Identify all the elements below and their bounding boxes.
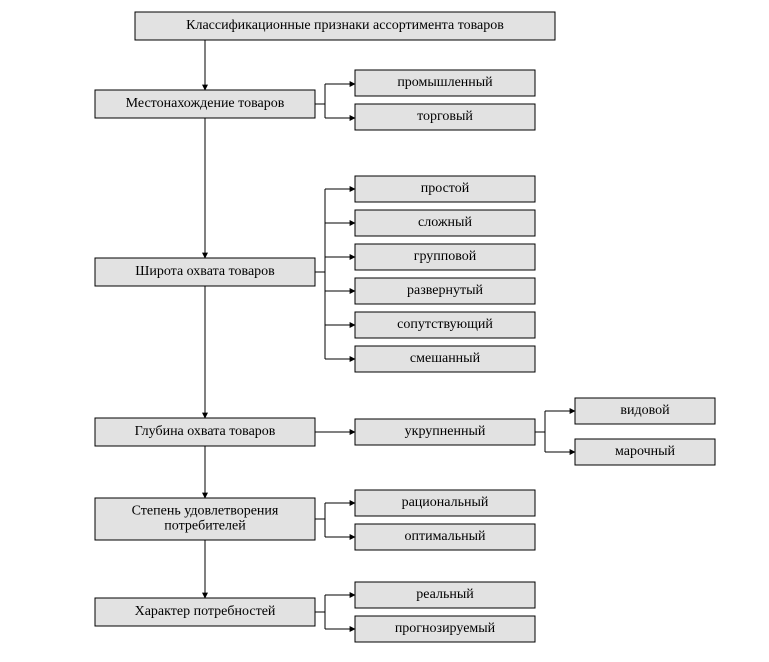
cat-width: Широта охвата товаров [95, 258, 315, 286]
cat-width-label: Широта охвата товаров [135, 264, 275, 279]
cat-satisfaction-label: потребителей [164, 519, 246, 534]
c-aggregated-label: укрупненный [405, 424, 486, 439]
flowchart-canvas: Классификационные признаки ассортимента … [0, 0, 769, 662]
c-expanded: развернутый [355, 278, 535, 304]
cat-depth-label: Глубина охвата товаров [135, 424, 276, 439]
cat-nature-label: Характер потребностей [135, 604, 276, 619]
c-real-label: реальный [416, 587, 474, 602]
c-aggregated: укрупненный [355, 419, 535, 445]
cat-depth: Глубина охвата товаров [95, 418, 315, 446]
c-complex: сложный [355, 210, 535, 236]
c-rational-label: рациональный [402, 495, 489, 510]
c-adjacent: сопутствующий [355, 312, 535, 338]
c-mixed: смешанный [355, 346, 535, 372]
root-box: Классификационные признаки ассортимента … [135, 12, 555, 40]
c-optimal: оптимальный [355, 524, 535, 550]
c-species-label: видовой [620, 403, 670, 418]
c-optimal-label: оптимальный [405, 529, 486, 544]
c-trade: торговый [355, 104, 535, 130]
c-expanded-label: развернутый [407, 283, 484, 298]
c-forecast: прогнозируемый [355, 616, 535, 642]
c-rational: рациональный [355, 490, 535, 516]
c-industrial: промышленный [355, 70, 535, 96]
c-forecast-label: прогнозируемый [395, 621, 496, 636]
cat-nature: Характер потребностей [95, 598, 315, 626]
cat-location: Местонахождение товаров [95, 90, 315, 118]
root-box-label: Классификационные признаки ассортимента … [186, 18, 504, 33]
c-adjacent-label: сопутствующий [397, 317, 493, 332]
cat-location-label: Местонахождение товаров [126, 96, 285, 111]
c-species: видовой [575, 398, 715, 424]
c-brand-label: марочный [615, 444, 676, 459]
cat-satisfaction-label: Степень удовлетворения [132, 504, 279, 519]
c-brand: марочный [575, 439, 715, 465]
c-real: реальный [355, 582, 535, 608]
c-trade-label: торговый [417, 109, 473, 124]
c-group: групповой [355, 244, 535, 270]
c-complex-label: сложный [418, 215, 472, 230]
c-industrial-label: промышленный [397, 75, 493, 90]
c-group-label: групповой [414, 249, 477, 264]
c-simple-label: простой [421, 181, 470, 196]
c-simple: простой [355, 176, 535, 202]
c-mixed-label: смешанный [410, 351, 481, 366]
boxes-layer: Классификационные признаки ассортимента … [95, 12, 715, 642]
cat-satisfaction: Степень удовлетворенияпотребителей [95, 498, 315, 540]
